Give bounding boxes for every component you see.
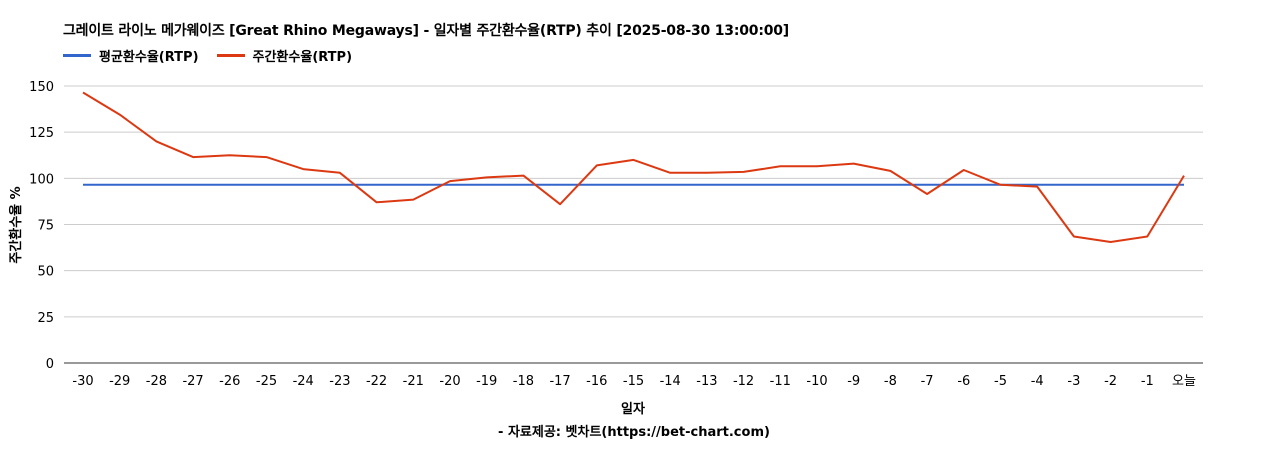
x-tick-label: -1	[1141, 374, 1154, 389]
x-tick-label: -21	[403, 374, 424, 389]
x-tick-label: -23	[329, 374, 350, 389]
y-tick-label: 0	[46, 357, 54, 372]
y-tick-label: 125	[29, 126, 54, 141]
x-tick-label: -10	[806, 374, 827, 389]
x-tick-label: -24	[293, 374, 314, 389]
y-tick-label: 50	[37, 265, 54, 280]
x-tick-label: -12	[733, 374, 754, 389]
x-axis-title: 일자	[621, 402, 645, 417]
x-tick-label: -26	[219, 374, 240, 389]
source-note: - 자료제공: 벳차트(https://bet-chart.com)	[498, 425, 770, 440]
x-tick-label: -3	[1067, 374, 1080, 389]
x-tick-label: -13	[696, 374, 717, 389]
chart-title: 그레이트 라이노 메가웨이즈 [Great Rhino Megaways] - …	[63, 23, 789, 39]
x-tick-label: -28	[146, 374, 167, 389]
legend-item-weekly[interactable]: 주간환수율(RTP)	[216, 46, 353, 65]
x-tick-label: -5	[994, 374, 1007, 389]
x-tick-label: -19	[476, 374, 497, 389]
y-tick-label: 100	[29, 172, 54, 187]
x-tick-label: -25	[256, 374, 277, 389]
y-tick-label: 150	[29, 80, 54, 95]
x-tick-label: -11	[770, 374, 791, 389]
x-tick-label: -14	[660, 374, 681, 389]
x-tick-label: -22	[366, 374, 387, 389]
legend-item-average[interactable]: 평균환수율(RTP)	[63, 46, 199, 65]
x-tick-label: -9	[847, 374, 860, 389]
x-tick-label: -30	[72, 374, 93, 389]
x-tick-label: -18	[513, 374, 534, 389]
x-tick-label: -15	[623, 374, 644, 389]
gridlines	[64, 85, 1203, 364]
series-line-weekly[interactable]	[82, 91, 1185, 243]
x-tick-label: -8	[884, 374, 897, 389]
x-tick-label: -16	[586, 374, 607, 389]
x-tick-label: 오늘	[1172, 374, 1196, 389]
x-tick-label: -7	[921, 374, 934, 389]
y-tick-labels: 0 25 50 75 100 125 150	[29, 80, 54, 372]
legend: 평균환수율(RTP) 주간환수율(RTP)	[63, 46, 370, 65]
x-tick-label: -20	[439, 374, 460, 389]
legend-label-weekly: 주간환수율(RTP)	[252, 50, 353, 65]
y-tick-label: 75	[37, 219, 54, 234]
x-tick-label: -4	[1031, 374, 1044, 389]
legend-swatch-average	[63, 54, 91, 57]
x-tick-label: -6	[957, 374, 970, 389]
x-tick-label: -29	[109, 374, 130, 389]
y-axis-title: 주간환수율 %	[8, 186, 24, 263]
x-tick-labels: -30 -29 -28 -27 -26 -25 -24 -23 -22 -21 -20 -19 -18-…	[72, 374, 1196, 389]
legend-swatch-weekly	[216, 54, 245, 57]
legend-label-average: 평균환수율(RTP)	[99, 50, 199, 65]
series-lines	[82, 91, 1185, 243]
x-tick-label: -27	[182, 374, 203, 389]
x-tick-label: -17	[549, 374, 570, 389]
x-tick-label: -2	[1104, 374, 1117, 389]
y-tick-label: 25	[37, 311, 54, 326]
